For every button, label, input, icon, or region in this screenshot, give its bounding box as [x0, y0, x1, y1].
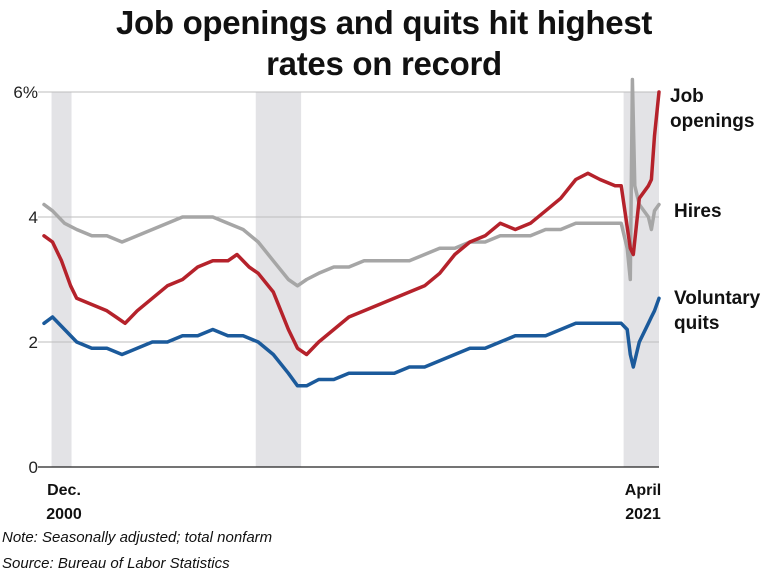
x-end-label-line-1: April: [625, 482, 661, 499]
y-tick-label-2: 2: [29, 333, 38, 352]
x-start-label-line-1: Dec.: [47, 482, 81, 499]
chart-title-line-1: Job openings and quits hit highest: [115, 4, 653, 41]
series-line-job-openings: [42, 90, 661, 357]
x-start-label-line-2: 2000: [46, 506, 82, 523]
series-label-hires-line-1: Hires: [674, 201, 722, 222]
recession-band-1: [51, 92, 72, 467]
series-label-voluntary-quits-line-2: quits: [674, 313, 719, 334]
x-end-label-line-2: 2021: [625, 506, 661, 523]
y-tick-label-0: 0: [29, 458, 38, 477]
recession-bands: [51, 92, 659, 467]
chart-title-line-2: rates on record: [266, 45, 502, 82]
chart-title: Job openings and quits hit highest rates…: [0, 2, 768, 84]
series-line-voluntary-quits: [42, 296, 661, 388]
data-series: [42, 77, 661, 388]
series-label-voluntary-quits-line-1: Voluntary: [674, 288, 761, 309]
y-tick-label-6: 6%: [13, 83, 38, 102]
chart-note: Note: Seasonally adjusted; total nonfarm: [2, 529, 273, 546]
gridlines: [38, 91, 659, 468]
chart-labels: 0 2 4 6% Dec. 2000 April 2021 Job openings Hires Vo…: [13, 83, 760, 523]
series-label-job-openings-line-2: openings: [670, 111, 754, 132]
series-line-hires: [42, 77, 661, 288]
y-tick-label-4: 4: [29, 208, 38, 227]
chart-source: Source: Bureau of Labor Statistics: [2, 555, 230, 572]
series-label-job-openings-line-1: Job: [670, 86, 704, 107]
